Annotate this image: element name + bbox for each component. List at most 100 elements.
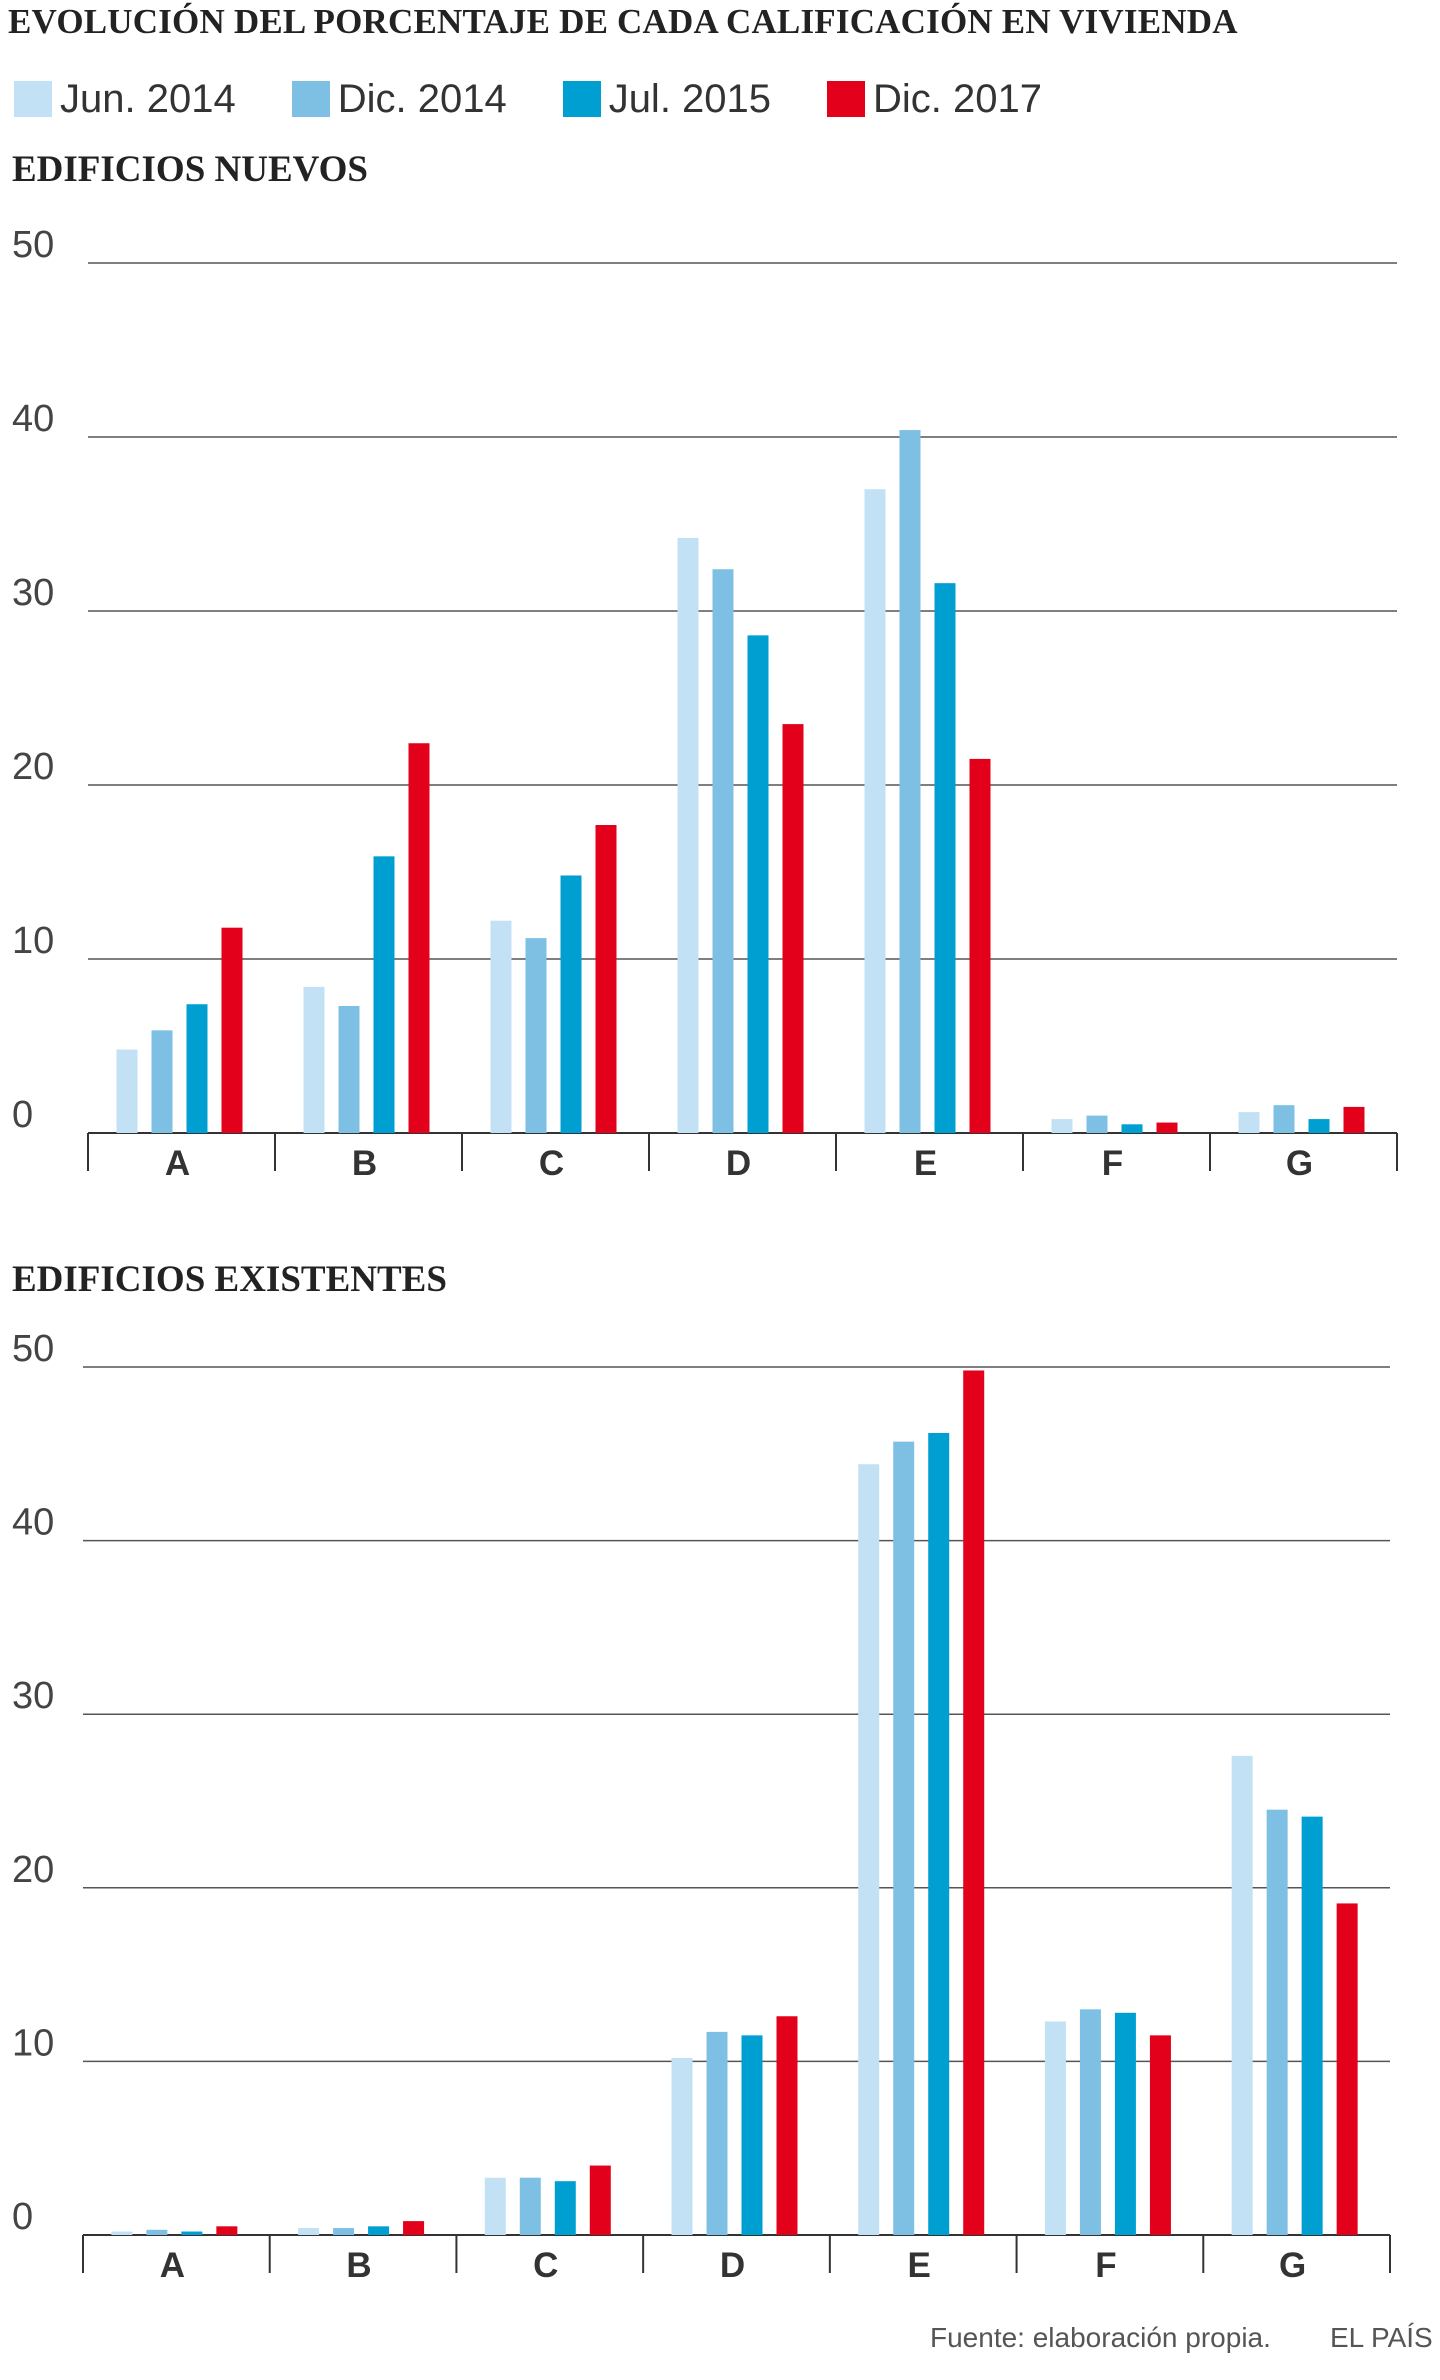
bar-a-dic-2017 (221, 927, 243, 1133)
x-category-label-b: B (346, 2246, 371, 2285)
legend-swatch-dic-2014 (291, 81, 330, 117)
bar-e-jun-2014 (858, 1464, 880, 2235)
panel-title-nuevos: EDIFICIOS NUEVOS (12, 149, 368, 190)
y-tick-label-40: 40 (12, 398, 54, 440)
x-category-label-e: E (908, 2246, 931, 2285)
bar-f-jun-2014 (1044, 2021, 1066, 2235)
x-category-label-a: A (160, 2246, 185, 2285)
bar-c-jun-2014 (490, 920, 512, 1133)
bar-g-dic-2014 (1273, 1105, 1295, 1133)
bar-b-dic-2017 (408, 743, 430, 1133)
bar-d-dic-2014 (706, 2031, 728, 2235)
bar-b-jun-2014 (298, 2228, 320, 2235)
bar-d-dic-2017 (776, 2016, 798, 2235)
bar-d-jul-2015 (747, 635, 769, 1133)
x-category-label-b: B (352, 1144, 377, 1183)
bar-a-dic-2014 (146, 2229, 168, 2235)
legend-item-jul-2015: Jul. 2015 (562, 76, 772, 122)
x-category-label-f: F (1095, 2246, 1116, 2285)
bar-e-jul-2015 (934, 583, 956, 1133)
bar-f-dic-2014 (1086, 1115, 1108, 1133)
y-tick-label-50: 50 (12, 1328, 54, 1370)
y-tick-label-20: 20 (12, 746, 54, 788)
panel-title-existentes: EDIFICIOS EXISTENTES (12, 1259, 447, 1300)
bar-b-dic-2014 (333, 2228, 355, 2235)
footer-brand: EL PAÍS (1330, 2322, 1433, 2353)
legend-label-jun-2014: Jun. 2014 (60, 76, 236, 121)
bar-c-dic-2014 (525, 938, 547, 1133)
bar-b-jul-2015 (373, 856, 395, 1133)
bar-a-jul-2015 (181, 2231, 203, 2235)
bar-c-jun-2014 (484, 2177, 506, 2235)
bar-e-jul-2015 (928, 1432, 950, 2235)
bar-a-jun-2014 (111, 2231, 133, 2235)
x-category-label-d: D (726, 1144, 751, 1183)
bar-a-jul-2015 (186, 1004, 208, 1133)
bar-b-dic-2014 (338, 1005, 360, 1133)
bar-c-jul-2015 (560, 875, 582, 1133)
legend-swatch-jun-2014 (14, 81, 52, 117)
bar-b-dic-2017 (403, 2221, 425, 2235)
bar-f-jul-2015 (1114, 2012, 1136, 2235)
x-category-label-e: E (914, 1144, 937, 1183)
y-tick-label-50: 50 (12, 224, 54, 266)
bar-g-jul-2015 (1301, 1816, 1323, 2235)
bar-d-jun-2014 (671, 2057, 693, 2235)
footer-source: Fuente: elaboración propia. (930, 2322, 1271, 2353)
bar-c-dic-2017 (589, 2165, 611, 2235)
bar-f-jun-2014 (1051, 1119, 1073, 1133)
y-tick-label-10: 10 (12, 2022, 54, 2064)
bar-e-dic-2017 (969, 758, 991, 1133)
bar-g-jun-2014 (1231, 1755, 1253, 2235)
bar-g-dic-2017 (1336, 1903, 1358, 2235)
legend-label-jul-2015: Jul. 2015 (608, 76, 772, 121)
y-tick-label-20: 20 (12, 1849, 54, 1891)
bar-b-jul-2015 (368, 2226, 390, 2235)
legend-swatch-dic-2017 (827, 81, 866, 117)
bar-a-dic-2017 (216, 2226, 238, 2235)
y-tick-label-0: 0 (12, 2196, 33, 2238)
bar-f-dic-2014 (1079, 2009, 1101, 2235)
legend: Jun. 2014 Dic. 2014 Jul. 2015 Dic. 2017 (14, 76, 1098, 122)
bar-g-dic-2014 (1266, 1809, 1288, 2235)
bar-c-dic-2017 (595, 825, 617, 1133)
bar-g-jun-2014 (1238, 1112, 1260, 1133)
x-category-label-c: C (539, 1144, 564, 1183)
bar-f-dic-2017 (1156, 1122, 1178, 1133)
bar-f-dic-2017 (1149, 2035, 1171, 2235)
y-tick-label-30: 30 (12, 1675, 54, 1717)
x-category-label-a: A (165, 1144, 190, 1183)
bar-e-dic-2014 (893, 1441, 915, 2235)
y-tick-label-10: 10 (12, 920, 54, 962)
y-tick-label-30: 30 (12, 572, 54, 614)
bar-e-jun-2014 (864, 489, 886, 1133)
bar-e-dic-2017 (963, 1370, 985, 2235)
bar-e-dic-2014 (899, 430, 921, 1133)
bar-d-jun-2014 (677, 537, 699, 1133)
bar-g-jul-2015 (1308, 1119, 1330, 1133)
bar-b-jun-2014 (303, 986, 325, 1133)
bar-a-dic-2014 (151, 1030, 173, 1133)
x-category-label-f: F (1102, 1144, 1123, 1183)
bar-a-jun-2014 (116, 1049, 138, 1133)
legend-label-dic-2014: Dic. 2014 (337, 76, 507, 121)
legend-item-dic-2014: Dic. 2014 (291, 76, 507, 122)
bar-c-jul-2015 (554, 2181, 576, 2235)
bar-c-dic-2014 (519, 2177, 541, 2235)
legend-item-jun-2014: Jun. 2014 (14, 77, 236, 122)
y-tick-label-40: 40 (12, 1502, 54, 1544)
x-category-label-g: G (1286, 1144, 1313, 1183)
chart-edificios-existentes: 0 10 20 30 40 50 A B C D E F G (12, 1328, 1391, 2285)
bar-d-jul-2015 (741, 2035, 763, 2235)
legend-item-dic-2017: Dic. 2017 (827, 77, 1042, 122)
bar-g-dic-2017 (1343, 1106, 1365, 1133)
x-category-label-g: G (1279, 2246, 1306, 2285)
legend-label-dic-2017: Dic. 2017 (873, 76, 1043, 121)
bar-d-dic-2017 (782, 724, 804, 1133)
x-category-label-c: C (533, 2246, 558, 2285)
chart-edificios-nuevos: 0 10 20 30 40 50 A B C D E F G (12, 224, 1398, 1183)
y-tick-label-0: 0 (12, 1094, 33, 1136)
x-category-label-d: D (720, 2246, 745, 2285)
legend-swatch-jul-2015 (562, 81, 601, 117)
bar-d-dic-2014 (712, 569, 734, 1133)
